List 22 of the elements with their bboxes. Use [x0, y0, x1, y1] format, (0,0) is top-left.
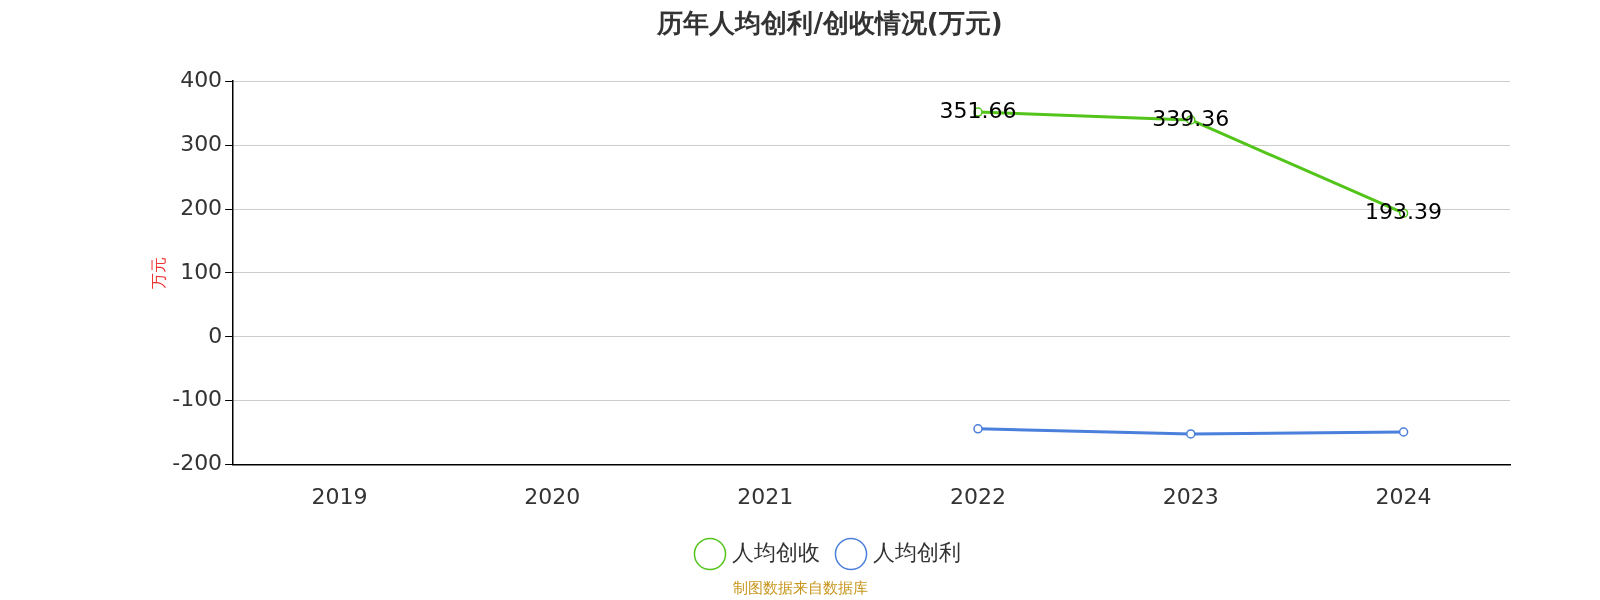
text: 制图数据来自数据库: [731, 579, 869, 598]
legend-label: 人均创收: [732, 539, 820, 565]
point: [1398, 427, 1409, 437]
y-axis-title: 万元: [148, 256, 168, 289]
x-tick-label: 2022: [949, 483, 1006, 509]
y-tick-label: -200: [172, 450, 223, 476]
chart-title: 历年人均创利/创收情况(万元): [656, 8, 1003, 39]
y-tick-label: 200: [180, 194, 223, 220]
point: [973, 424, 983, 434]
y-tick-label: 300: [180, 130, 223, 156]
y-tick-label: -100: [172, 386, 223, 412]
y-tick-label: 0: [208, 322, 223, 348]
x-tick-label: 2021: [737, 483, 794, 509]
legend-label: 人均创利: [873, 539, 961, 565]
point: [1186, 429, 1196, 439]
x-tick-label: 2024: [1375, 483, 1432, 509]
x-tick-label: 2023: [1162, 483, 1219, 509]
x-tick-label: 2020: [524, 483, 581, 509]
y-tick-label: 100: [180, 258, 223, 284]
y-tick-label: 400: [180, 66, 223, 92]
data-label: 351.66: [939, 97, 1017, 123]
x-tick-label: 2019: [311, 483, 368, 509]
